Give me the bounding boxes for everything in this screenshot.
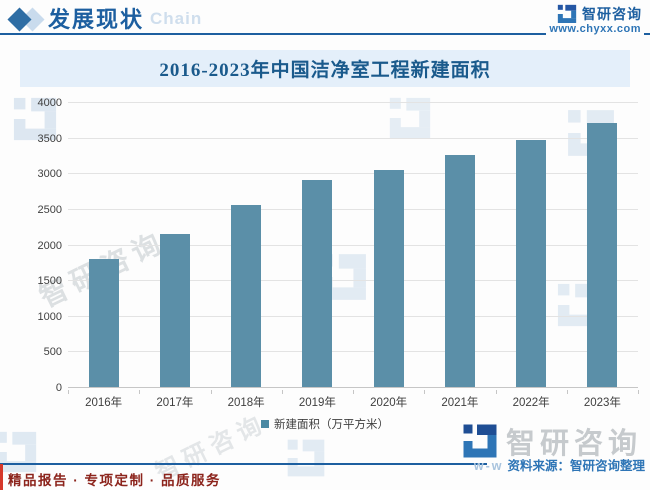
x-tick-label: 2022年 (512, 397, 550, 409)
header-divider (0, 33, 650, 35)
axis-tick (139, 390, 141, 394)
x-tick-label: 2016年 (85, 397, 123, 409)
gridline (68, 208, 638, 210)
watermark-logo-icon (287, 439, 325, 477)
axis-tick (638, 390, 639, 394)
watermark-brand-text: 智研咨询 (505, 428, 642, 460)
diamond-icon (7, 6, 50, 34)
bar-2018年 (231, 205, 262, 387)
y-tick-label: 3500 (37, 132, 62, 145)
gridline (68, 315, 638, 317)
bar-2022年 (516, 139, 547, 387)
axis-tick (495, 390, 497, 394)
y-tick-label: 2500 (37, 203, 62, 216)
bar-2021年 (444, 154, 475, 387)
y-tick-label: 500 (43, 346, 62, 359)
bar-2020年 (373, 169, 404, 387)
y-tick-label: 1000 (37, 310, 62, 323)
brand-url: www.chyxx.com (546, 23, 644, 35)
watermark-logo-icon (0, 431, 37, 473)
footer-red-bar (0, 464, 3, 490)
chart-title-banner: 2016-2023年中国洁净室工程新建面积 (20, 50, 630, 87)
legend: 新建面积（万平方米） (0, 416, 650, 432)
axis-tick (566, 390, 568, 394)
source-note: w-w 资料来源：智研咨询整理 (474, 455, 645, 474)
bar-2019年 (302, 180, 333, 387)
x-tick-label: 2021年 (441, 397, 479, 409)
watermark-logo-icon (13, 97, 57, 141)
x-tick-label: 2018年 (227, 397, 265, 409)
plot-area (68, 102, 638, 388)
y-axis: 0 500 1000 1500 2000 2500 3000 3500 4000 (0, 97, 62, 394)
axis-tick (353, 390, 354, 394)
legend-swatch-icon (261, 420, 269, 428)
axis-tick (281, 390, 283, 394)
chain-watermark-text: Chain (150, 9, 203, 28)
axis-tick (68, 390, 69, 394)
gridline (68, 244, 638, 246)
y-tick-label: 3000 (37, 168, 62, 181)
watermark-logo-icon (389, 97, 431, 139)
bar-2016年 (88, 259, 119, 387)
brand-lockup: 智研咨询 (557, 4, 642, 24)
bar-chart: 0 500 1000 1500 2000 2500 3000 3500 4000 2016年 20… (0, 94, 650, 434)
gridline (68, 137, 638, 139)
axis-tick (424, 390, 426, 394)
y-tick-label: 4000 (37, 97, 62, 109)
x-tick-label: 2017年 (156, 397, 194, 409)
gridline (68, 387, 638, 388)
footer-tagline: 精品报告 · 专项定制 · 品质服务 (8, 473, 221, 488)
brand-logo-icon (557, 4, 577, 24)
chart-title: 2016-2023年中国洁净室工程新建面积 (159, 60, 491, 81)
gridline (68, 173, 638, 175)
x-axis: 2016年 2017年 2018年 2019年 2020年 2021年 2022年 2023年 (68, 390, 639, 410)
source-text: 资料来源：智研咨询整理 (507, 459, 645, 473)
watermark-logo-icon (463, 424, 497, 458)
source-divider (0, 463, 487, 465)
section-title: 发展现状 (48, 7, 145, 32)
x-tick-label: 2023年 (583, 397, 621, 409)
gridline (68, 102, 638, 103)
y-tick-label: 1500 (37, 275, 62, 288)
brand-name: 智研咨询 (582, 6, 642, 22)
gridline (68, 280, 638, 282)
y-tick-label: 0 (55, 382, 62, 394)
header: 发展现状 Chain 智研咨询 www.chyxx.com (0, 0, 650, 36)
x-tick-label: 2019年 (298, 397, 336, 409)
axis-tick (210, 390, 212, 394)
bar-2023年 (587, 123, 618, 387)
y-tick-label: 2000 (37, 239, 62, 252)
big-watermark: 智研咨询 (462, 420, 642, 462)
url-watermark-fragment: w-w (473, 459, 504, 473)
bar-2017年 (159, 233, 190, 387)
legend-label: 新建面积（万平方米） (274, 419, 389, 431)
gridline (68, 351, 638, 353)
x-tick-label: 2020年 (370, 397, 408, 409)
